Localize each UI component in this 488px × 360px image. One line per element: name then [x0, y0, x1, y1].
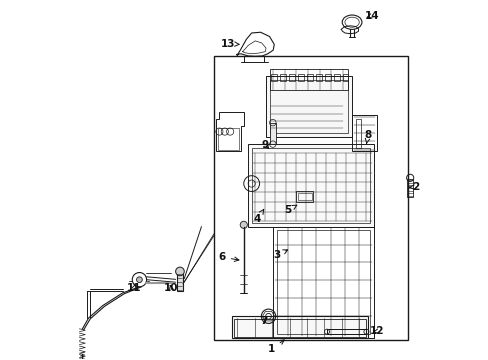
Text: 12: 12: [369, 326, 384, 336]
Circle shape: [240, 221, 247, 228]
Bar: [325, 74, 330, 81]
Circle shape: [136, 277, 142, 283]
Bar: [316, 74, 321, 81]
Bar: [214, 56, 407, 339]
Text: 4: 4: [253, 209, 264, 224]
Bar: [217, 128, 239, 149]
Text: 6: 6: [218, 252, 239, 262]
Bar: [351, 116, 376, 151]
Bar: [271, 74, 276, 81]
Bar: [269, 80, 348, 134]
Bar: [355, 119, 360, 148]
Bar: [296, 192, 312, 202]
Text: 7: 7: [260, 316, 267, 325]
Bar: [289, 74, 294, 81]
Text: 11: 11: [126, 283, 141, 293]
Text: 13: 13: [221, 39, 239, 49]
Bar: [280, 74, 285, 81]
Text: 8: 8: [364, 130, 371, 143]
Bar: [298, 74, 303, 81]
Text: 10: 10: [163, 283, 178, 293]
Bar: [269, 123, 276, 144]
Text: 3: 3: [273, 250, 287, 260]
Bar: [276, 230, 369, 334]
Bar: [233, 319, 366, 337]
Text: 9: 9: [261, 140, 268, 150]
Bar: [343, 74, 348, 81]
Bar: [297, 193, 311, 201]
Bar: [247, 144, 373, 226]
Bar: [177, 273, 183, 291]
Text: 5: 5: [284, 205, 296, 216]
Text: 2: 2: [408, 182, 419, 192]
Bar: [407, 179, 412, 197]
Bar: [326, 329, 366, 334]
Bar: [265, 76, 351, 137]
Bar: [231, 316, 367, 338]
Circle shape: [175, 267, 184, 276]
Text: 1: 1: [267, 340, 284, 354]
Bar: [251, 148, 369, 223]
Bar: [333, 74, 339, 81]
Text: 14: 14: [364, 11, 378, 21]
Bar: [269, 69, 348, 90]
Bar: [306, 74, 312, 81]
